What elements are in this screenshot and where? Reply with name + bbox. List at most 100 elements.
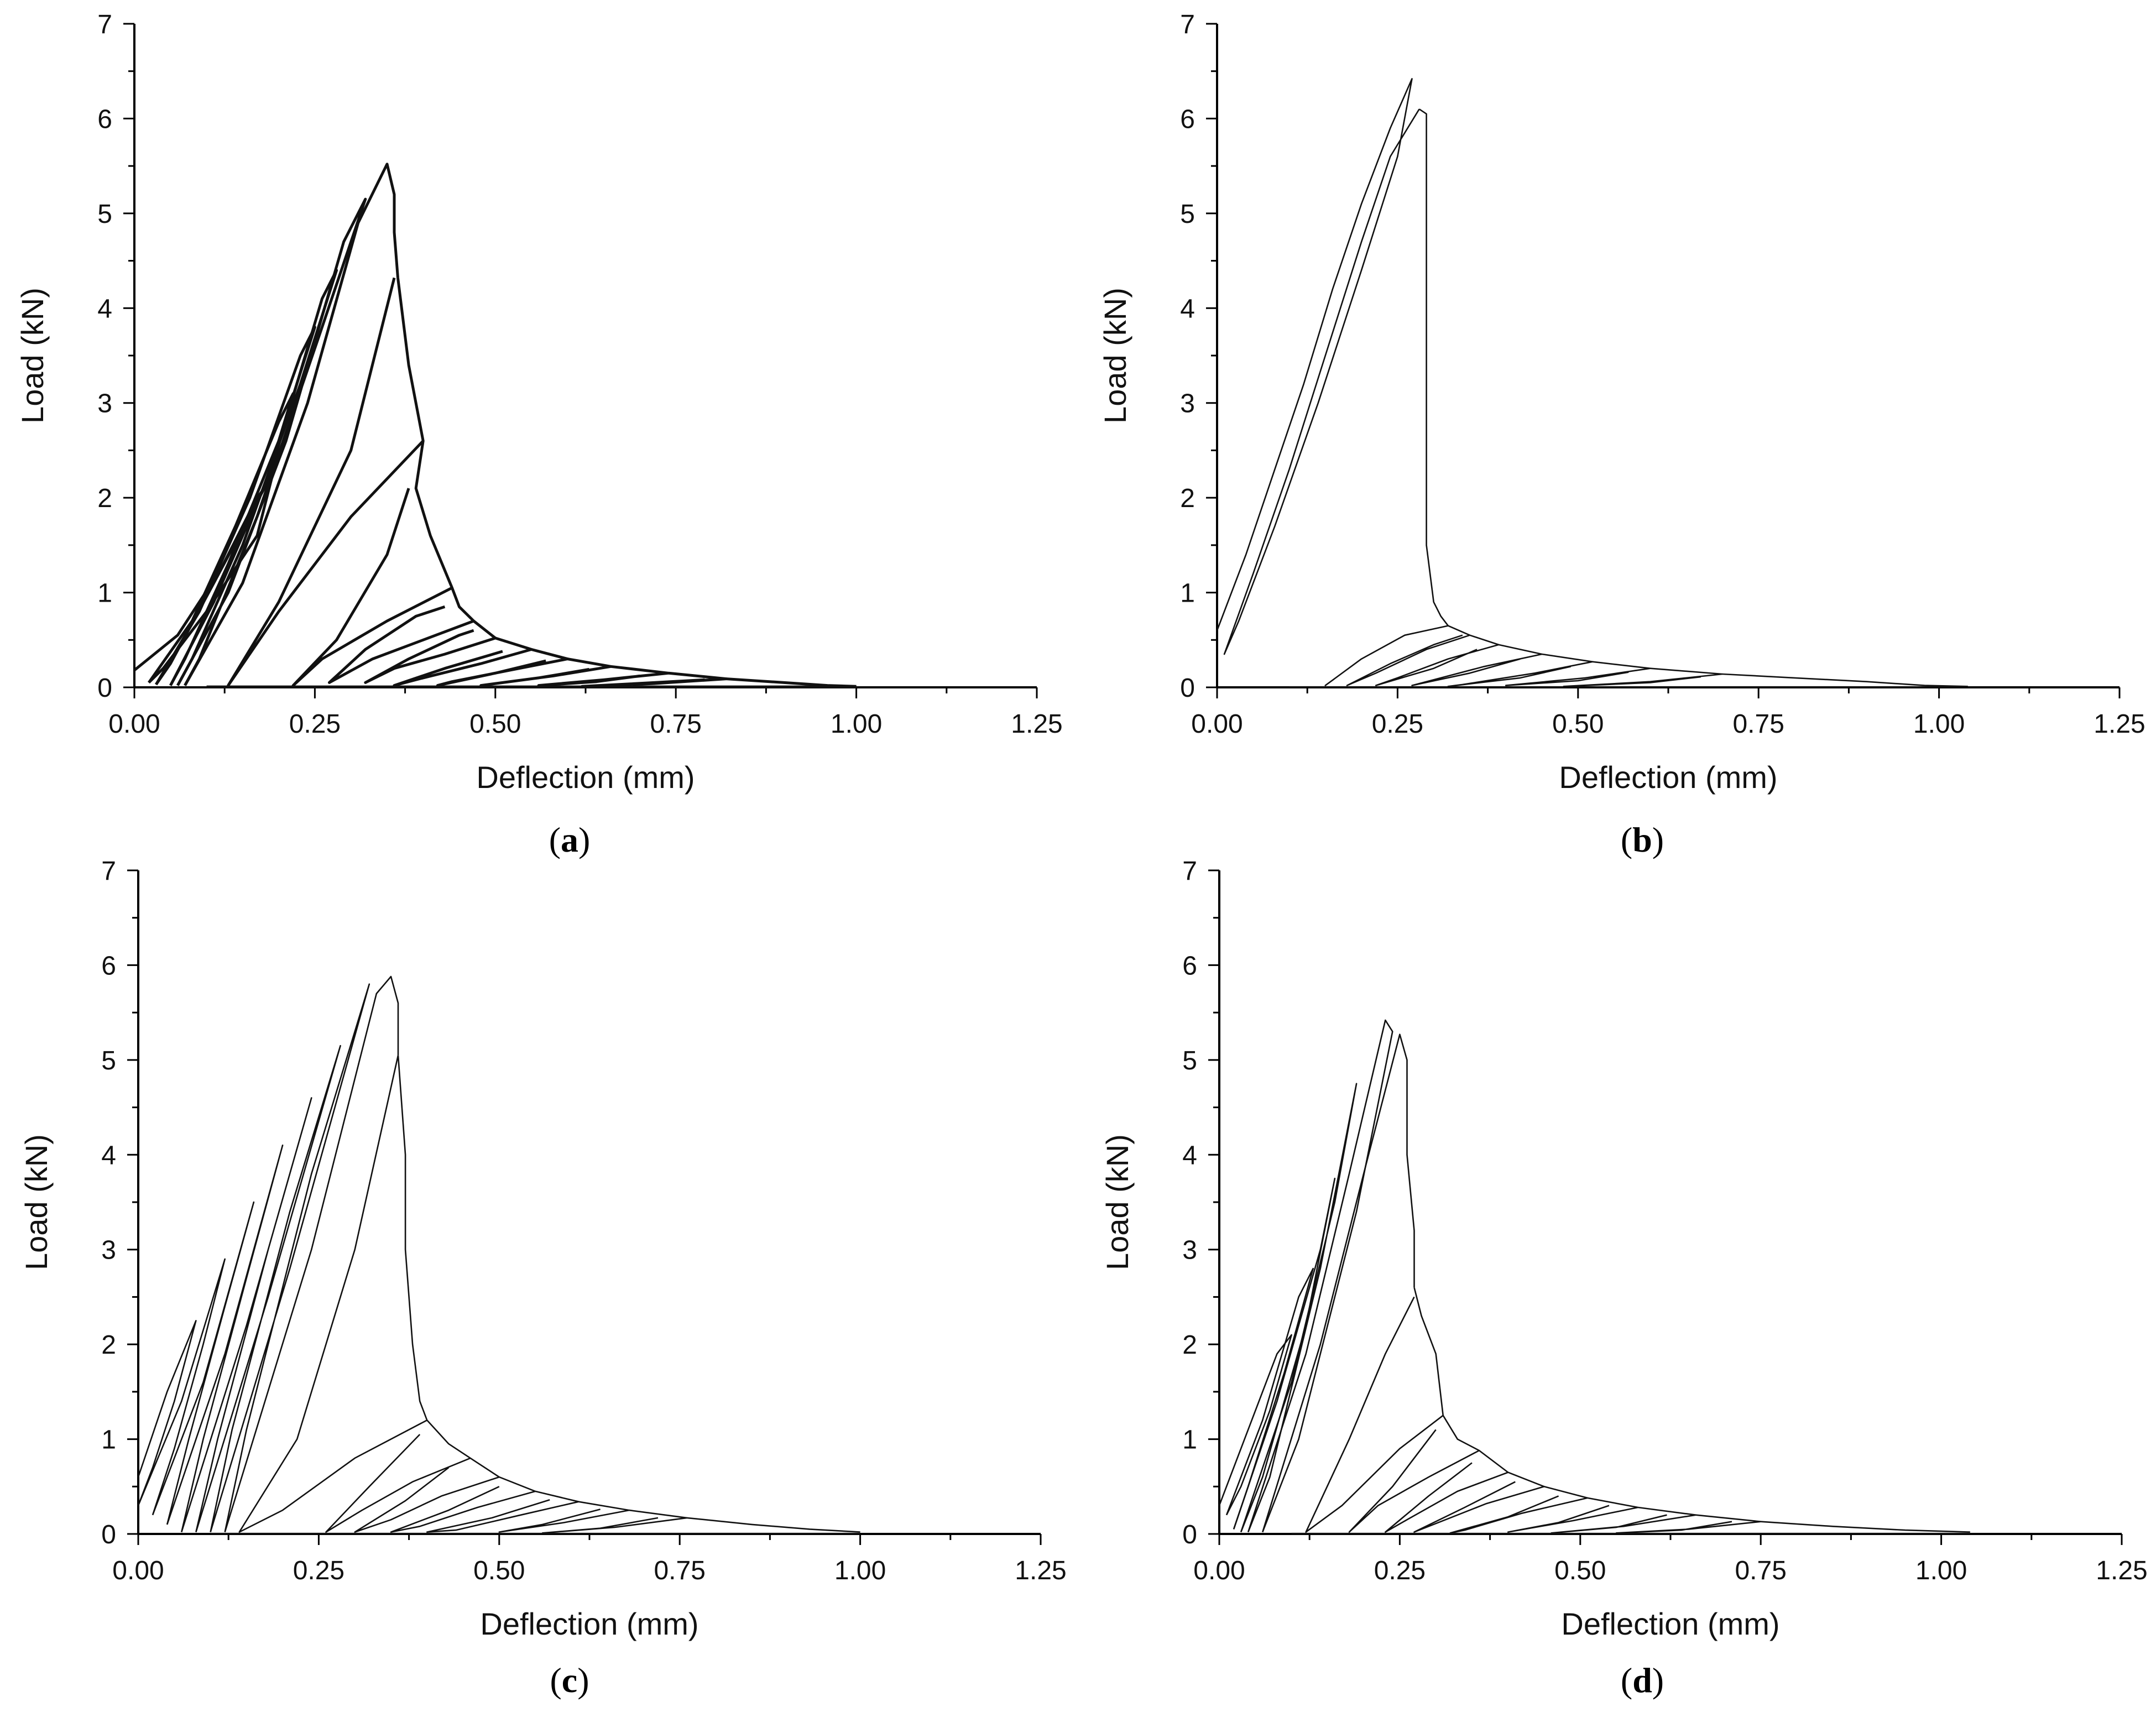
series-line <box>364 620 497 684</box>
y-tick-label: 3 <box>1180 389 1195 419</box>
x-axis-label: Deflection (mm) <box>480 1606 698 1641</box>
y-tick-label: 1 <box>101 1426 116 1455</box>
caption-paren-open: ( <box>1621 1661 1632 1700</box>
y-tick-label: 4 <box>97 294 112 323</box>
chart-panel-a: 0.00 0.25 0.50 0.75 1.00 1.25 0 1 2 3 4 5 6 7 Deflecti… <box>15 10 1063 859</box>
x-tick-label: 0.00 <box>1193 1556 1245 1585</box>
y-tick-label: 5 <box>1182 1046 1197 1076</box>
y-tick-label: 6 <box>97 105 112 134</box>
series-line <box>1615 1514 1762 1534</box>
series-line <box>1262 1034 1415 1532</box>
series-line <box>137 1258 226 1516</box>
x-tick-label: 1.25 <box>2094 709 2145 739</box>
series-line <box>1233 1177 1336 1533</box>
y-tick-label: 7 <box>1182 857 1197 886</box>
x-tick-label: 0.25 <box>1372 709 1423 739</box>
y-axis-label: Load (kN) <box>1100 1134 1135 1270</box>
series-line <box>1418 108 1449 627</box>
series-line <box>238 1055 428 1533</box>
x-axis-label: Deflection (mm) <box>1561 1606 1779 1641</box>
series-line <box>137 1320 197 1506</box>
series-line <box>227 277 425 687</box>
x-tick-label: 0.25 <box>293 1556 344 1585</box>
caption-letter: a <box>561 820 578 859</box>
x-tick-label: 0.50 <box>469 709 521 739</box>
series-line <box>152 1201 255 1525</box>
series-line <box>1218 1334 1292 1516</box>
y-tick-label: 7 <box>97 10 112 39</box>
series-line <box>537 665 670 687</box>
y-tick-label: 3 <box>1182 1236 1197 1265</box>
y-tick-label: 4 <box>101 1141 116 1170</box>
y-tick-label: 7 <box>101 857 116 886</box>
x-tick-label: 0.00 <box>108 709 160 739</box>
series-line <box>176 197 367 686</box>
caption-letter: c <box>562 1661 577 1700</box>
panel-caption: (b) <box>1621 820 1664 859</box>
caption-paren-open: ( <box>1621 820 1632 859</box>
panel-caption: (a) <box>549 820 591 859</box>
caption-letter: d <box>1632 1661 1652 1700</box>
series-line <box>1563 667 1724 687</box>
series-line <box>1216 78 1420 655</box>
y-tick-label: 3 <box>97 389 112 419</box>
series-line <box>1324 625 1449 686</box>
panel-caption: (d) <box>1621 1661 1664 1700</box>
y-tick-label: 4 <box>1182 1141 1197 1170</box>
y-tick-label: 2 <box>97 484 112 513</box>
x-tick-label: 1.25 <box>1015 1556 1066 1585</box>
x-tick-label: 1.00 <box>1913 709 1965 739</box>
x-tick-label: 0.25 <box>1374 1556 1426 1585</box>
series-line <box>291 440 453 687</box>
x-tick-label: 1.25 <box>2096 1556 2147 1585</box>
y-tick-label: 3 <box>101 1236 116 1265</box>
series-line <box>1346 625 1471 686</box>
series-line <box>498 1501 630 1533</box>
chart-panel-b: 0.00 0.25 0.50 0.75 1.00 1.25 0 1 2 3 4 5 6 7 Deflecti… <box>1098 10 2145 859</box>
series-line <box>1348 1415 1480 1533</box>
y-tick-label: 2 <box>1182 1330 1197 1360</box>
y-tick-label: 5 <box>97 200 112 229</box>
y-tick-label: 1 <box>97 579 112 608</box>
panel-caption: (c) <box>550 1661 589 1700</box>
y-tick-label: 2 <box>101 1330 116 1360</box>
series-line <box>1761 1521 1970 1533</box>
x-tick-label: 0.50 <box>1552 709 1604 739</box>
y-tick-label: 1 <box>1180 579 1195 608</box>
y-tick-label: 0 <box>97 674 112 703</box>
series-line <box>1413 1471 1545 1533</box>
series-line <box>726 677 857 688</box>
y-axis-label: Load (kN) <box>19 1134 54 1270</box>
y-tick-label: 6 <box>101 951 116 980</box>
y-tick-label: 4 <box>1180 294 1195 323</box>
series-line <box>581 671 728 688</box>
series-line <box>325 1419 471 1533</box>
x-tick-label: 0.75 <box>654 1556 705 1585</box>
series-line <box>1247 1019 1393 1533</box>
caption-paren-open: ( <box>549 820 561 859</box>
y-tick-label: 6 <box>1182 951 1197 980</box>
x-tick-label: 0.00 <box>1191 709 1243 739</box>
chart-panel-c: 0.00 0.25 0.50 0.75 1.00 1.25 0 1 2 3 4 5 6 7 Deflecti… <box>19 857 1067 1700</box>
series-line <box>224 975 399 1532</box>
series-line <box>210 983 370 1532</box>
series-line <box>1507 1497 1639 1533</box>
series-line <box>426 1490 580 1533</box>
series-line <box>1305 1287 1444 1533</box>
x-axis-label: Deflection (mm) <box>1559 760 1777 795</box>
y-axis-label: Load (kN) <box>15 288 50 424</box>
series-line <box>181 1097 312 1532</box>
series-line <box>166 1144 284 1532</box>
series-line <box>1375 634 1500 686</box>
series-line <box>1722 673 1968 687</box>
x-tick-label: 0.50 <box>1554 1556 1606 1585</box>
caption-paren-close: ) <box>578 820 590 859</box>
series-line <box>436 648 569 687</box>
x-tick-label: 0.75 <box>1735 1556 1786 1585</box>
caption-letter: b <box>1632 820 1652 859</box>
x-axis-label: Deflection (mm) <box>476 760 695 795</box>
y-axis-label: Load (kN) <box>1098 288 1132 424</box>
series-line <box>1505 661 1651 686</box>
series-line <box>184 163 399 686</box>
x-tick-label: 0.25 <box>289 709 341 739</box>
